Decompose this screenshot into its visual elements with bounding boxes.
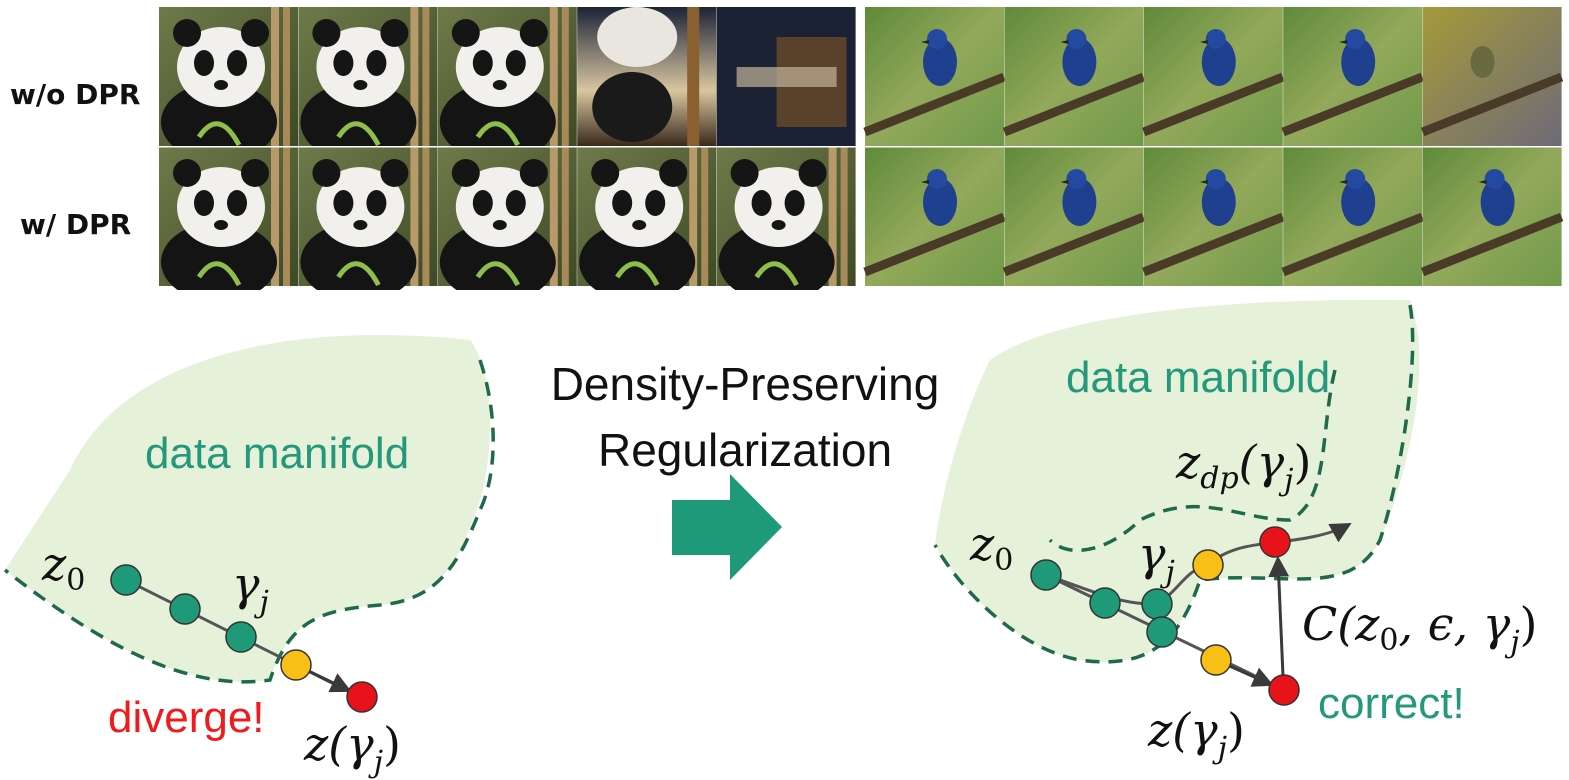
- right-point-red: [1268, 674, 1300, 706]
- right-point-red-dp: [1259, 526, 1291, 558]
- left-point-red: [346, 681, 378, 713]
- panda-thumbnail: [437, 147, 577, 290]
- right-z0-label: z0: [969, 517, 1013, 578]
- center-title-line1: Density-Preserving: [551, 358, 940, 410]
- panda-thumbnail: [577, 147, 717, 290]
- left-end-label: z(γj): [303, 717, 401, 780]
- right-inner-boundary: [1048, 369, 1337, 553]
- right-point-2: [1089, 587, 1121, 619]
- left-point-z0: [110, 564, 142, 596]
- panda-thumbnail: [577, 7, 717, 146]
- bird-thumbnail: [1281, 7, 1424, 146]
- center-arrow: [672, 474, 782, 580]
- right-point-gamma: [1141, 588, 1173, 620]
- right-point-yellow-dp: [1192, 549, 1224, 581]
- bird-thumbnail: [1420, 7, 1564, 146]
- left-manifold-boundary: [3, 359, 495, 684]
- bird-thumbnail: [1142, 147, 1285, 286]
- right-correct-label: correct!: [1318, 679, 1465, 728]
- bird-thumbnail: [1142, 7, 1285, 146]
- right-correction-arrow: [1268, 555, 1290, 677]
- panda-thumbnail: [716, 147, 856, 290]
- panda-thumbnail: [159, 147, 298, 290]
- panda-thumbnail: [437, 7, 577, 162]
- bird-thumbnail: [1420, 147, 1564, 286]
- row-label-without-dpr: w/o DPR: [10, 78, 141, 111]
- image-grid: [159, 7, 1564, 290]
- bird-thumbnail: [863, 7, 1006, 146]
- panda-thumbnail: [298, 147, 438, 290]
- bird-thumbnail: [863, 147, 1006, 286]
- left-manifold-label: data manifold: [145, 429, 409, 478]
- left-diverge-label: diverge!: [108, 693, 265, 742]
- right-point-yellow: [1200, 644, 1232, 676]
- right-end-label: z(γj): [1147, 703, 1245, 766]
- left-point-gamma: [225, 621, 257, 653]
- row-label-with-dpr: w/ DPR: [20, 208, 132, 241]
- right-point-z0: [1030, 559, 1062, 591]
- bird-thumbnail: [1002, 7, 1146, 146]
- right-manifold-label: data manifold: [1066, 353, 1330, 402]
- center-title-line2: Regularization: [598, 424, 892, 476]
- panda-thumbnail: [298, 7, 438, 162]
- left-gamma-label: γj: [232, 557, 269, 620]
- left-point-2: [169, 593, 201, 625]
- right-c-label: C(z0, ϵ, γj): [1302, 597, 1538, 660]
- bird-thumbnail: [1281, 147, 1424, 286]
- left-z0-label: z0: [41, 537, 85, 598]
- panda-thumbnail: [716, 7, 856, 146]
- left-point-yellow: [280, 649, 312, 681]
- right-zdp-label: zdp(γj): [1175, 435, 1311, 498]
- bird-thumbnail: [1002, 147, 1146, 286]
- right-manifold-boundary: [933, 304, 1415, 664]
- right-point-gamma-off: [1146, 616, 1178, 648]
- panda-thumbnail: [159, 7, 298, 162]
